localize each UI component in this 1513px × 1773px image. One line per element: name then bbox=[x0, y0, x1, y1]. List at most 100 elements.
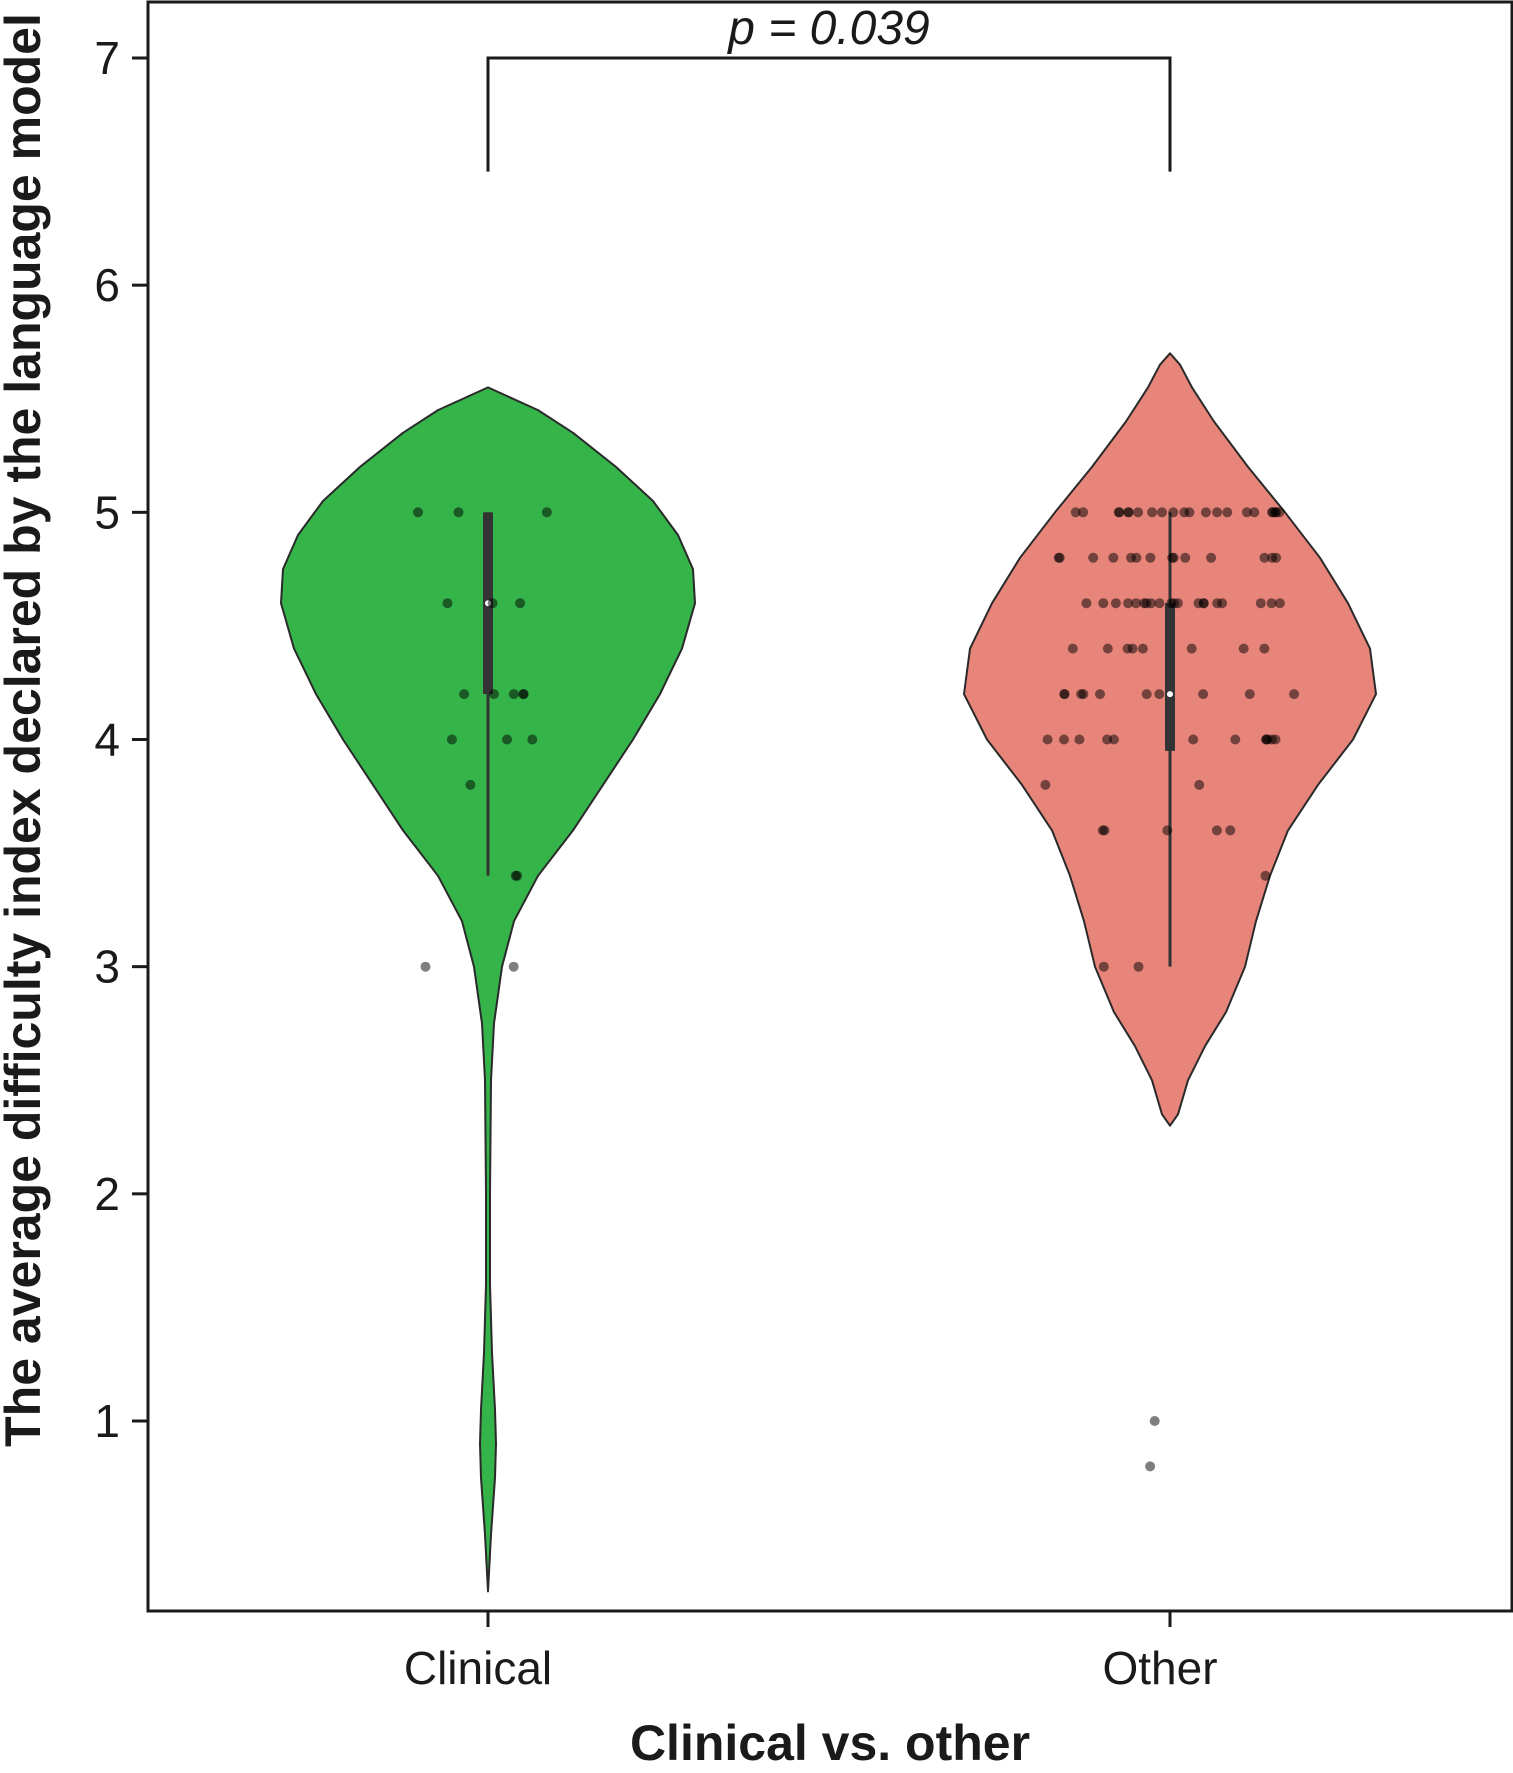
data-point-clinical bbox=[508, 689, 519, 700]
data-point-other bbox=[1133, 507, 1144, 518]
y-tick-label-2: 2 bbox=[94, 1168, 120, 1220]
data-point-clinical bbox=[527, 734, 538, 745]
data-point-other bbox=[1211, 825, 1222, 836]
data-point-other bbox=[1081, 598, 1092, 609]
data-point-clinical bbox=[420, 961, 431, 972]
x-axis: Clinical Other bbox=[404, 1611, 1218, 1694]
data-point-other bbox=[1241, 507, 1252, 518]
data-point-other bbox=[1186, 643, 1197, 654]
data-point-other bbox=[1098, 961, 1109, 972]
data-point-other bbox=[1154, 689, 1165, 700]
data-point-other bbox=[1188, 734, 1199, 745]
data-point-clinical bbox=[442, 598, 453, 609]
data-point-other bbox=[1274, 507, 1285, 518]
data-point-other bbox=[1131, 598, 1142, 609]
data-point-other bbox=[1074, 734, 1085, 745]
data-point-other bbox=[1145, 1461, 1156, 1472]
data-point-other bbox=[1217, 598, 1228, 609]
data-point-other bbox=[1179, 507, 1190, 518]
data-point-clinical bbox=[518, 689, 529, 700]
data-point-other bbox=[1133, 961, 1144, 972]
data-point-other bbox=[1267, 507, 1278, 518]
data-point-other bbox=[1122, 643, 1133, 654]
data-point-other bbox=[1162, 825, 1173, 836]
data-point-other bbox=[1154, 598, 1165, 609]
data-point-other bbox=[1274, 598, 1285, 609]
data-point-other bbox=[1099, 825, 1110, 836]
data-point-other bbox=[1180, 552, 1191, 563]
data-point-other bbox=[1255, 598, 1266, 609]
data-point-other bbox=[1230, 734, 1241, 745]
data-point-clinical bbox=[515, 598, 526, 609]
data-point-other bbox=[1271, 552, 1282, 563]
data-point-other bbox=[1198, 598, 1209, 609]
data-point-other bbox=[1266, 598, 1277, 609]
data-point-other bbox=[1222, 507, 1233, 518]
data-point-clinical bbox=[510, 870, 521, 881]
data-point-other bbox=[1289, 689, 1300, 700]
data-point-other bbox=[1238, 643, 1249, 654]
data-point-other bbox=[1260, 870, 1271, 881]
data-point-other bbox=[1259, 643, 1270, 654]
data-point-other bbox=[1088, 552, 1099, 563]
x-tick-label-clinical: Clinical bbox=[404, 1642, 552, 1694]
y-tick-label-5: 5 bbox=[94, 486, 120, 538]
data-point-other bbox=[1212, 507, 1223, 518]
data-point-other bbox=[1095, 689, 1105, 700]
data-point-other bbox=[1078, 507, 1089, 518]
data-point-clinical bbox=[502, 734, 512, 745]
data-point-other bbox=[1168, 507, 1179, 518]
data-point-clinical bbox=[459, 689, 470, 700]
data-point-clinical bbox=[487, 598, 498, 609]
p-value-label: p = 0.039 bbox=[726, 2, 930, 55]
data-point-other bbox=[1076, 689, 1087, 700]
data-point-other bbox=[1126, 552, 1136, 563]
data-point-other bbox=[1200, 507, 1211, 518]
x-tick-label-other: Other bbox=[1102, 1642, 1217, 1694]
data-point-other bbox=[1198, 689, 1209, 700]
data-point-other bbox=[1141, 689, 1152, 700]
x-axis-label: Clinical vs. other bbox=[630, 1715, 1030, 1771]
data-point-other bbox=[1040, 779, 1051, 790]
data-point-other bbox=[1123, 598, 1134, 609]
y-tick-label-7: 7 bbox=[94, 32, 120, 84]
data-point-clinical bbox=[465, 779, 476, 790]
data-points-layer bbox=[413, 507, 1300, 1472]
data-point-other bbox=[1102, 734, 1113, 745]
data-point-other bbox=[1166, 598, 1177, 609]
y-tick-label-6: 6 bbox=[94, 259, 120, 311]
data-point-clinical bbox=[413, 507, 423, 518]
data-point-other bbox=[1123, 507, 1134, 518]
data-point-clinical bbox=[508, 961, 519, 972]
data-point-other bbox=[1194, 779, 1205, 790]
data-point-other bbox=[1266, 734, 1277, 745]
data-point-clinical bbox=[446, 734, 457, 745]
data-point-other bbox=[1053, 552, 1064, 563]
data-point-other bbox=[1259, 552, 1270, 563]
y-tick-label-3: 3 bbox=[94, 941, 120, 993]
y-tick-label-1: 1 bbox=[94, 1395, 120, 1447]
plot-frame bbox=[146, 0, 1513, 1613]
data-point-other bbox=[1149, 1416, 1160, 1426]
data-point-other bbox=[1102, 643, 1113, 654]
data-point-other bbox=[1110, 598, 1121, 609]
y-tick-label-4: 4 bbox=[94, 714, 120, 766]
significance-bracket bbox=[486, 56, 1172, 172]
data-point-other bbox=[1139, 598, 1150, 609]
significance-annotation: p = 0.039 bbox=[486, 2, 1172, 172]
data-point-other bbox=[1108, 552, 1119, 563]
data-point-other bbox=[1113, 507, 1124, 518]
data-point-other bbox=[1168, 552, 1179, 563]
median-marker-other bbox=[1167, 691, 1173, 698]
data-point-other bbox=[1145, 552, 1156, 563]
data-point-clinical bbox=[541, 507, 552, 518]
data-point-other bbox=[1225, 825, 1236, 836]
data-point-other bbox=[1067, 643, 1078, 654]
data-point-other bbox=[1244, 689, 1255, 700]
data-point-other bbox=[1206, 552, 1217, 563]
data-point-other bbox=[1059, 689, 1070, 700]
data-point-other bbox=[1042, 734, 1053, 745]
data-point-other bbox=[1147, 507, 1158, 518]
